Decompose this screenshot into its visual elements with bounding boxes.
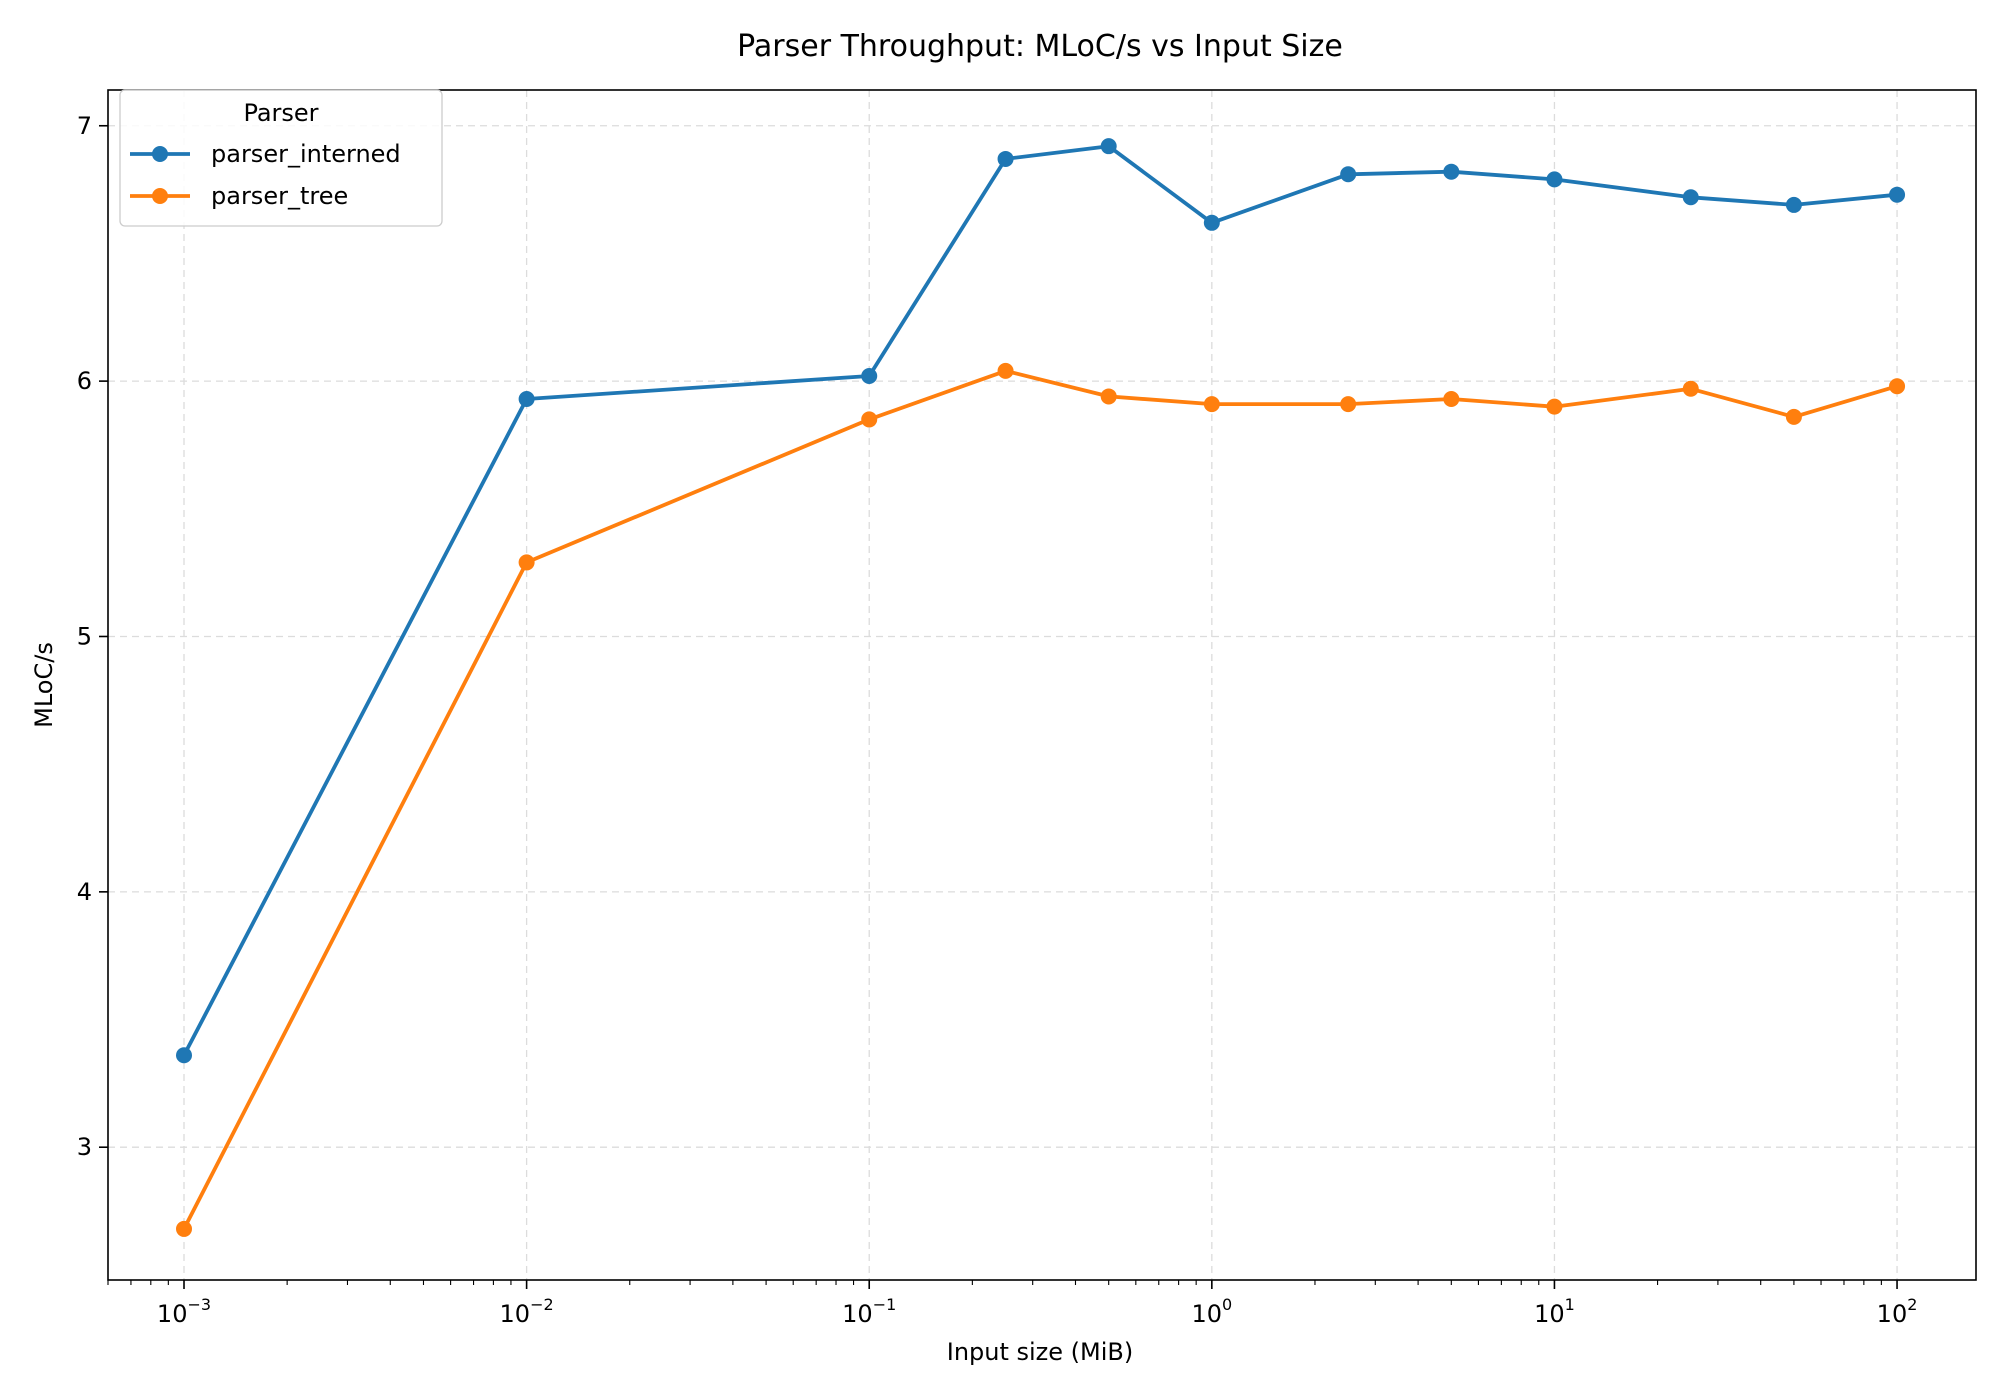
chart-title: Parser Throughput: MLoC/s vs Input Size [737, 29, 1343, 64]
x-tick-label-base: 10 [1191, 1300, 1222, 1328]
x-tick-label-base: 10 [842, 1300, 873, 1328]
x-tick-label: 101 [1534, 1295, 1575, 1328]
x-tick-label-exponent: −3 [187, 1295, 211, 1314]
legend-box [119, 89, 443, 227]
data-point-parser-tree [1889, 378, 1906, 395]
series-line-parser-tree [182, 368, 1898, 1230]
y-tick-label: 6 [77, 367, 92, 395]
x-axis: 10−3 10−2 10−1 100 101 102 [107, 1280, 1918, 1328]
data-point-parser-tree [176, 1220, 193, 1237]
x-tick-label: 10−1 [842, 1295, 896, 1328]
y-tick-label: 7 [77, 112, 92, 140]
data-point-parser-tree [1203, 396, 1220, 413]
x-tick-label: 100 [1191, 1295, 1232, 1328]
legend-marker-parser-tree [152, 188, 168, 204]
x-tick-label-base: 10 [1877, 1300, 1908, 1328]
legend-label-parser-interned: parser_interned [211, 140, 401, 168]
data-point-parser-interned [518, 390, 535, 407]
x-tick-label-base: 10 [500, 1300, 531, 1328]
data-point-parser-tree [1340, 396, 1357, 413]
data-point-parser-interned [1100, 138, 1117, 155]
legend-marker-parser-interned [152, 146, 168, 162]
series-line-parser-interned [182, 144, 1898, 1057]
x-tick-label: 10−3 [157, 1295, 211, 1328]
data-point-parser-interned [1889, 186, 1906, 203]
x-axis-label: Input size (MiB) [947, 1338, 1134, 1366]
data-point-parser-interned [861, 368, 878, 385]
data-point-parser-interned [1443, 163, 1460, 180]
x-tick-label-exponent: −1 [873, 1295, 897, 1314]
grid [108, 90, 1976, 1280]
data-point-parser-interned [1546, 171, 1563, 188]
x-tick-label: 10−2 [500, 1295, 554, 1328]
data-point-parser-tree [1785, 408, 1802, 425]
legend-label-parser-tree: parser_tree [211, 182, 348, 210]
y-axis: 3 4 5 6 7 [77, 112, 108, 1161]
x-tick-label-exponent: 1 [1565, 1295, 1575, 1314]
y-tick-label: 3 [77, 1133, 92, 1161]
y-tick-label: 4 [77, 878, 92, 906]
data-point-parser-interned [176, 1047, 193, 1064]
x-tick-label-exponent: 0 [1222, 1295, 1232, 1314]
y-axis-label: MLoC/s [30, 642, 58, 728]
data-point-parser-tree [1100, 388, 1117, 405]
x-tick-label-exponent: 2 [1907, 1295, 1917, 1314]
data-point-parser-tree [997, 362, 1014, 379]
series-layer [176, 138, 1906, 1237]
data-point-parser-tree [1682, 380, 1699, 397]
data-point-parser-tree [1546, 398, 1563, 415]
x-tick-label-base: 10 [1534, 1300, 1565, 1328]
y-tick-label: 5 [77, 622, 92, 650]
data-point-parser-tree [861, 411, 878, 428]
data-point-parser-tree [1443, 390, 1460, 407]
data-point-parser-tree [518, 554, 535, 571]
x-tick-label-exponent: −2 [530, 1295, 554, 1314]
legend: Parser parser_interned parser_tree [119, 89, 443, 227]
data-point-parser-interned [997, 150, 1014, 167]
data-point-parser-interned [1682, 189, 1699, 206]
plot-frame [107, 89, 1977, 1281]
x-tick-label: 102 [1877, 1295, 1918, 1328]
data-point-parser-interned [1340, 166, 1357, 183]
data-point-parser-interned [1203, 214, 1220, 231]
data-point-parser-interned [1785, 196, 1802, 213]
x-tick-label-base: 10 [157, 1300, 188, 1328]
legend-title: Parser [243, 99, 318, 127]
